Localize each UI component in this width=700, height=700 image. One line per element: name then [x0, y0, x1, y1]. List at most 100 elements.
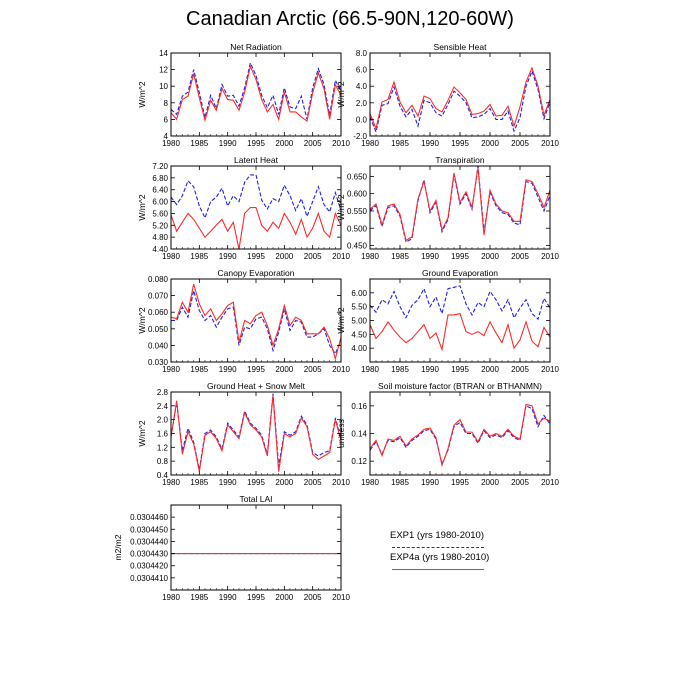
x-tick-label: 2000 [481, 478, 499, 487]
panel-6: Ground Evaporation 1980 1985 1990 1995 2000 20… [336, 268, 559, 374]
x-tick-label: 2000 [481, 365, 499, 374]
y-tick-label: 4.80 [152, 233, 168, 242]
x-tick-label: 1980 [361, 139, 379, 148]
x-tick-label: 1980 [361, 365, 379, 374]
y-tick-label: 0.050 [148, 325, 169, 334]
series-line-exp4a [369, 403, 551, 468]
y-axis-label: W/m^2 [137, 194, 147, 220]
series-line-exp4a [170, 64, 342, 123]
panel-title: Net Radiation [230, 42, 282, 52]
y-tick-label: 0.080 [148, 275, 169, 284]
x-tick-label: 1980 [162, 139, 180, 148]
x-tick-label: 2010 [332, 593, 350, 602]
x-tick-label: 1980 [162, 252, 180, 261]
x-tick-label: 2005 [511, 478, 529, 487]
y-tick-label: 0.0304420 [130, 562, 168, 571]
y-tick-label: 2.0 [356, 99, 368, 108]
y-tick-label: 0.0304430 [130, 550, 168, 559]
y-axis-label: W/m^2 [336, 194, 346, 220]
y-tick-label: 8 [164, 99, 169, 108]
series-line-exp1 [170, 61, 342, 120]
x-tick-label: 1990 [219, 139, 237, 148]
x-tick-label: 1985 [190, 593, 208, 602]
y-tick-label: 0.0304410 [130, 574, 168, 583]
x-tick-label: 2005 [304, 593, 322, 602]
y-tick-label: 0.0304450 [130, 525, 168, 534]
y-tick-label: 12 [159, 66, 168, 75]
page-title: Canadian Arctic (66.5-90N,120-60W) [186, 8, 514, 30]
x-tick-label: 1980 [162, 365, 180, 374]
x-tick-label: 2000 [275, 139, 293, 148]
y-tick-label: 0.4 [157, 471, 169, 480]
panel-title: Transpiration [435, 155, 485, 165]
series-line-exp4a [170, 206, 342, 250]
x-tick-label: 1995 [247, 478, 265, 487]
panel-1: Net Radiation 1980 1985 1990 1995 2000 2005 201… [137, 42, 350, 148]
x-tick-label: 1995 [451, 252, 469, 261]
y-axis-label: m2/m2 [113, 534, 123, 560]
y-tick-label: 4.50 [351, 330, 367, 339]
y-tick-label: 4 [164, 132, 169, 141]
y-axis-label: W/m^2 [137, 420, 147, 446]
x-tick-label: 1985 [391, 139, 409, 148]
y-tick-label: 0.14 [351, 430, 367, 439]
series-line-exp1 [369, 285, 551, 321]
y-tick-label: 0.16 [351, 402, 367, 411]
y-tick-label: 0.450 [347, 242, 368, 251]
x-tick-label: 1990 [219, 593, 237, 602]
panel-frame [170, 278, 342, 363]
x-tick-label: 1990 [421, 139, 439, 148]
y-tick-label: 0.040 [148, 341, 169, 350]
y-axis-label: W/m^2 [336, 81, 346, 107]
x-tick-label: 2005 [511, 139, 529, 148]
y-tick-label: 4.0 [356, 82, 368, 91]
series-line-exp1 [170, 174, 342, 220]
legend-label-exp4a: EXP4a (yrs 1980-2010) [390, 552, 490, 563]
panel-frame [170, 504, 342, 591]
panel-9: Total LAI 1980 1985 1990 1995 2000 2005 2010 0.0… [113, 494, 350, 602]
x-tick-label: 1995 [247, 139, 265, 148]
x-tick-label: 2010 [541, 139, 559, 148]
y-axis-label: W/m^2 [137, 307, 147, 333]
x-tick-label: 2005 [304, 252, 322, 261]
panel-8: Soil moisture factor (BTRAN or BTHANMN) 1… [336, 381, 559, 487]
legend: EXP1 (yrs 1980-2010) EXP4a (yrs 1980-201… [390, 530, 500, 574]
y-tick-label: 0.0304460 [130, 513, 168, 522]
panel-title: Latent Heat [234, 155, 279, 165]
y-tick-label: 0.070 [148, 292, 169, 301]
x-tick-label: 1990 [421, 252, 439, 261]
y-tick-label: 1.6 [157, 430, 169, 439]
panel-title: Sensible Heat [434, 42, 488, 52]
y-tick-label: 5.50 [351, 303, 367, 312]
x-tick-label: 1985 [391, 252, 409, 261]
series-line-exp4a [170, 395, 342, 472]
y-tick-label: 1.2 [157, 443, 169, 452]
legend-swatch-exp4a [392, 569, 484, 570]
y-tick-label: 6.40 [152, 186, 168, 195]
y-tick-label: 6.00 [152, 198, 168, 207]
y-tick-label: 6.0 [356, 66, 368, 75]
y-axis-label: unitless [336, 419, 346, 448]
x-tick-label: 2010 [541, 478, 559, 487]
x-tick-label: 1990 [219, 478, 237, 487]
series-line-exp1 [171, 290, 342, 355]
y-tick-label: 6.80 [152, 174, 168, 183]
legend-swatch-exp1 [392, 547, 484, 548]
series-line-exp4a [369, 167, 551, 242]
y-tick-label: 5.60 [152, 209, 168, 218]
x-tick-label: 1990 [219, 252, 237, 261]
panel-title: Canopy Evaporation [217, 268, 294, 278]
x-tick-label: 1985 [190, 365, 208, 374]
x-tick-label: 1980 [361, 478, 379, 487]
x-tick-label: 1990 [421, 365, 439, 374]
x-tick-label: 1995 [247, 252, 265, 261]
x-tick-label: 1985 [190, 478, 208, 487]
panel-title: Total LAI [239, 494, 272, 504]
panel-frame [170, 52, 342, 137]
panel-5: Canopy Evaporation 1980 1985 1990 1995 2000 20… [137, 268, 350, 374]
panel-title: Soil moisture factor (BTRAN or BTHANMN) [378, 381, 542, 391]
y-tick-label: 6.00 [351, 289, 367, 298]
panel-title: Ground Evaporation [422, 268, 498, 278]
x-tick-label: 2000 [275, 365, 293, 374]
